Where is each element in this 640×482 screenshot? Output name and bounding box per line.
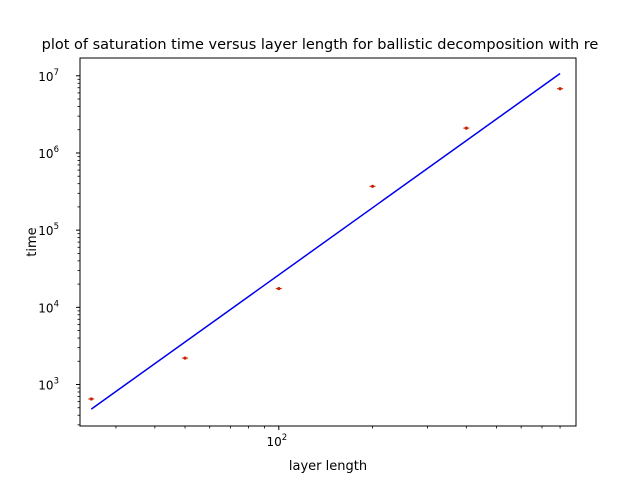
y-tick-label: 106 <box>38 145 59 161</box>
data-point <box>370 184 375 188</box>
plot-area: 102 103 104 105 106 107 <box>38 57 577 449</box>
y-axis-label: time <box>25 227 40 256</box>
plot-frame <box>79 57 577 427</box>
fit-line <box>90 72 561 410</box>
x-tick-label: 102 <box>266 433 287 449</box>
data-point <box>89 397 93 401</box>
y-tick-label: 107 <box>38 68 59 84</box>
data-point <box>558 87 562 91</box>
y-tick-label: 104 <box>38 299 59 315</box>
data-point <box>183 356 187 360</box>
y-tick-label: 103 <box>38 377 59 393</box>
data-point <box>464 126 468 130</box>
y-tick-label: 105 <box>38 222 59 238</box>
series-layer <box>88 72 564 410</box>
x-axis-label: layer length <box>289 459 367 474</box>
data-point <box>277 286 281 291</box>
x-major-ticks: 102 <box>266 426 287 449</box>
y-major-ticks: 103 104 105 106 107 <box>38 68 80 393</box>
chart-title: plot of saturation time versus layer len… <box>42 37 599 53</box>
